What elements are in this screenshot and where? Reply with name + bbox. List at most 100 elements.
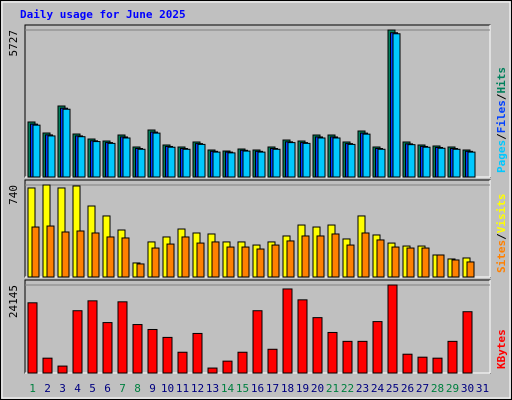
x-tick-label: 5 — [89, 382, 96, 395]
bar — [312, 317, 323, 374]
x-tick-label: 13 — [206, 382, 219, 395]
bar — [92, 141, 101, 178]
legend: Sites/Visits — [495, 194, 508, 274]
bar — [151, 247, 160, 278]
bar — [242, 150, 251, 178]
bar — [57, 365, 68, 374]
legend-separator: / — [495, 93, 508, 100]
bar — [286, 240, 295, 278]
bar — [162, 336, 173, 374]
legend-entry: Files — [495, 100, 508, 133]
bar — [87, 300, 98, 374]
x-tick-label: 1 — [29, 382, 36, 395]
bar — [287, 142, 296, 178]
bar — [447, 340, 458, 374]
x-tick-label: 4 — [74, 382, 81, 395]
x-tick-label: 3 — [59, 382, 66, 395]
bar — [327, 331, 338, 374]
bar — [451, 259, 460, 278]
bar — [436, 254, 445, 278]
bar — [237, 351, 248, 374]
bar — [317, 137, 326, 178]
x-tick-label: 14 — [221, 382, 235, 395]
x-tick-label: 7 — [119, 382, 126, 395]
bar — [107, 142, 116, 178]
bar — [121, 237, 130, 278]
bar — [137, 148, 146, 178]
bar — [197, 143, 206, 178]
legend-entry: Hits — [495, 67, 508, 94]
bar — [177, 351, 188, 374]
bar — [182, 148, 191, 178]
bar — [211, 241, 220, 278]
bar — [91, 232, 100, 278]
bar — [61, 231, 70, 278]
bar — [122, 137, 131, 178]
bar — [347, 143, 356, 178]
y-tick-label: 5727 — [7, 30, 20, 57]
bar — [466, 261, 475, 278]
bar — [226, 246, 235, 278]
bar — [407, 144, 416, 178]
legend-separator: / — [495, 133, 508, 140]
x-tick-label: 21 — [326, 382, 339, 395]
bar — [72, 310, 83, 374]
bar — [207, 367, 218, 374]
legend-entry: KBytes — [495, 329, 508, 369]
bar — [257, 151, 266, 178]
bar — [452, 148, 461, 178]
bar — [46, 225, 55, 278]
legend-entry: Pages — [495, 140, 508, 173]
bar — [222, 360, 233, 374]
bar — [402, 353, 413, 374]
y-tick-label: 24145 — [7, 285, 20, 318]
bar — [252, 310, 263, 374]
x-tick-label: 9 — [149, 382, 156, 395]
bar — [196, 242, 205, 278]
bar — [297, 299, 308, 374]
bar — [32, 124, 41, 178]
bar — [377, 148, 386, 178]
bar — [342, 340, 353, 374]
x-tick-label: 8 — [134, 382, 141, 395]
bar — [432, 357, 443, 374]
legend-separator: / — [495, 233, 508, 240]
bar — [357, 340, 368, 374]
bar — [462, 311, 473, 374]
bar — [152, 132, 161, 178]
bar — [282, 288, 293, 374]
bar — [62, 108, 71, 178]
x-tick-label: 27 — [416, 382, 429, 395]
bar — [77, 136, 86, 178]
bar — [136, 263, 145, 278]
bar — [437, 147, 446, 178]
bar — [392, 33, 401, 178]
bar — [166, 243, 175, 278]
x-tick-label: 24 — [371, 382, 385, 395]
bar — [271, 244, 280, 278]
bar — [192, 332, 203, 374]
bar — [332, 137, 341, 178]
x-tick-label: 25 — [386, 382, 399, 395]
bar — [267, 348, 278, 374]
x-tick-label: 16 — [251, 382, 264, 395]
bar — [331, 233, 340, 278]
chart-title: Daily usage for June 2025 — [20, 8, 186, 21]
legend-entry: Sites — [495, 240, 508, 273]
x-tick-label: 17 — [266, 382, 279, 395]
bar — [102, 322, 113, 374]
x-tick-label: 26 — [401, 382, 414, 395]
bar — [422, 146, 431, 178]
legend: KBytes — [495, 329, 508, 369]
x-tick-label: 20 — [311, 382, 324, 395]
bar — [181, 236, 190, 278]
bar — [417, 356, 428, 374]
x-tick-label: 6 — [104, 382, 111, 395]
x-tick-label: 12 — [191, 382, 204, 395]
bar — [361, 232, 370, 278]
x-tick-label: 10 — [161, 382, 174, 395]
x-tick-label: 2 — [44, 382, 51, 395]
x-tick-label: 31 — [476, 382, 489, 395]
